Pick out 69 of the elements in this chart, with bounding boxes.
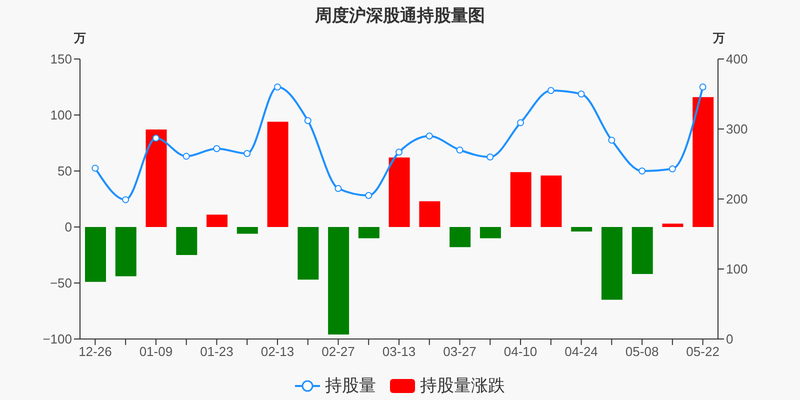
bar <box>510 172 532 227</box>
x-tick-label: 02-27 <box>322 344 355 360</box>
x-tick-label: 01-23 <box>200 344 234 360</box>
point <box>456 146 464 154</box>
bar <box>632 227 653 274</box>
bar <box>571 227 592 232</box>
bar <box>480 227 501 238</box>
bar <box>206 214 228 227</box>
point <box>396 148 402 156</box>
y-tick-label: −50 <box>50 276 72 291</box>
point <box>486 154 494 160</box>
point <box>152 134 160 142</box>
y2-tick-label: 0 <box>726 332 734 347</box>
point <box>334 185 342 192</box>
y-tick-label: 150 <box>50 52 72 67</box>
bar <box>236 227 258 234</box>
y2-tick-label: 200 <box>726 192 748 207</box>
x-tick-label: 02-13 <box>260 344 294 360</box>
bar <box>358 227 380 238</box>
point <box>668 165 676 172</box>
legend-label: 持股量 <box>325 375 376 397</box>
x-tick-label: 05-22 <box>686 344 720 360</box>
point <box>547 87 554 94</box>
x-tick-label: 01-09 <box>139 344 173 360</box>
x-tick-label: 03-13 <box>382 344 416 360</box>
x-tick-label: 05-08 <box>625 344 659 360</box>
point <box>244 150 251 157</box>
bar <box>328 227 350 335</box>
y-axis-title: 万 <box>74 30 86 47</box>
x-tick-label: 03-27 <box>443 344 476 360</box>
y2-tick-label: 400 <box>726 52 748 67</box>
bar <box>450 227 471 248</box>
chart-title: 周度沪深股通持股量图 <box>314 5 486 27</box>
point <box>517 119 524 126</box>
point <box>365 192 372 199</box>
y2-axis-title: 万 <box>713 30 725 47</box>
legend-label: 持股量涨跌 <box>420 375 505 397</box>
point <box>426 132 433 140</box>
bar <box>267 122 288 227</box>
bar <box>419 201 440 227</box>
point <box>699 84 706 90</box>
point <box>304 117 312 124</box>
bar <box>115 227 136 276</box>
point <box>578 90 585 98</box>
y-tick-label: −100 <box>42 332 72 347</box>
y-tick-label: 50 <box>58 164 72 179</box>
y-tick-label: 0 <box>64 220 72 235</box>
y-tick-label: 100 <box>50 108 72 123</box>
bar <box>540 175 562 227</box>
bar <box>176 227 198 255</box>
point <box>608 136 616 144</box>
point <box>182 152 190 160</box>
bar <box>692 97 714 227</box>
bar <box>146 130 167 227</box>
bar <box>662 224 684 227</box>
bar <box>85 227 106 282</box>
point <box>213 145 220 152</box>
point <box>638 168 646 174</box>
point <box>122 196 130 204</box>
x-tick-label: 04-10 <box>504 344 538 360</box>
point <box>274 84 281 90</box>
bar <box>388 158 410 227</box>
y2-tick-label: 300 <box>726 122 748 137</box>
bar <box>601 227 622 300</box>
y2-tick-label: 100 <box>726 262 748 277</box>
x-tick-label: 04-24 <box>564 344 598 360</box>
point <box>92 164 99 172</box>
x-tick-label: 12-26 <box>78 344 112 360</box>
bar <box>298 227 319 280</box>
